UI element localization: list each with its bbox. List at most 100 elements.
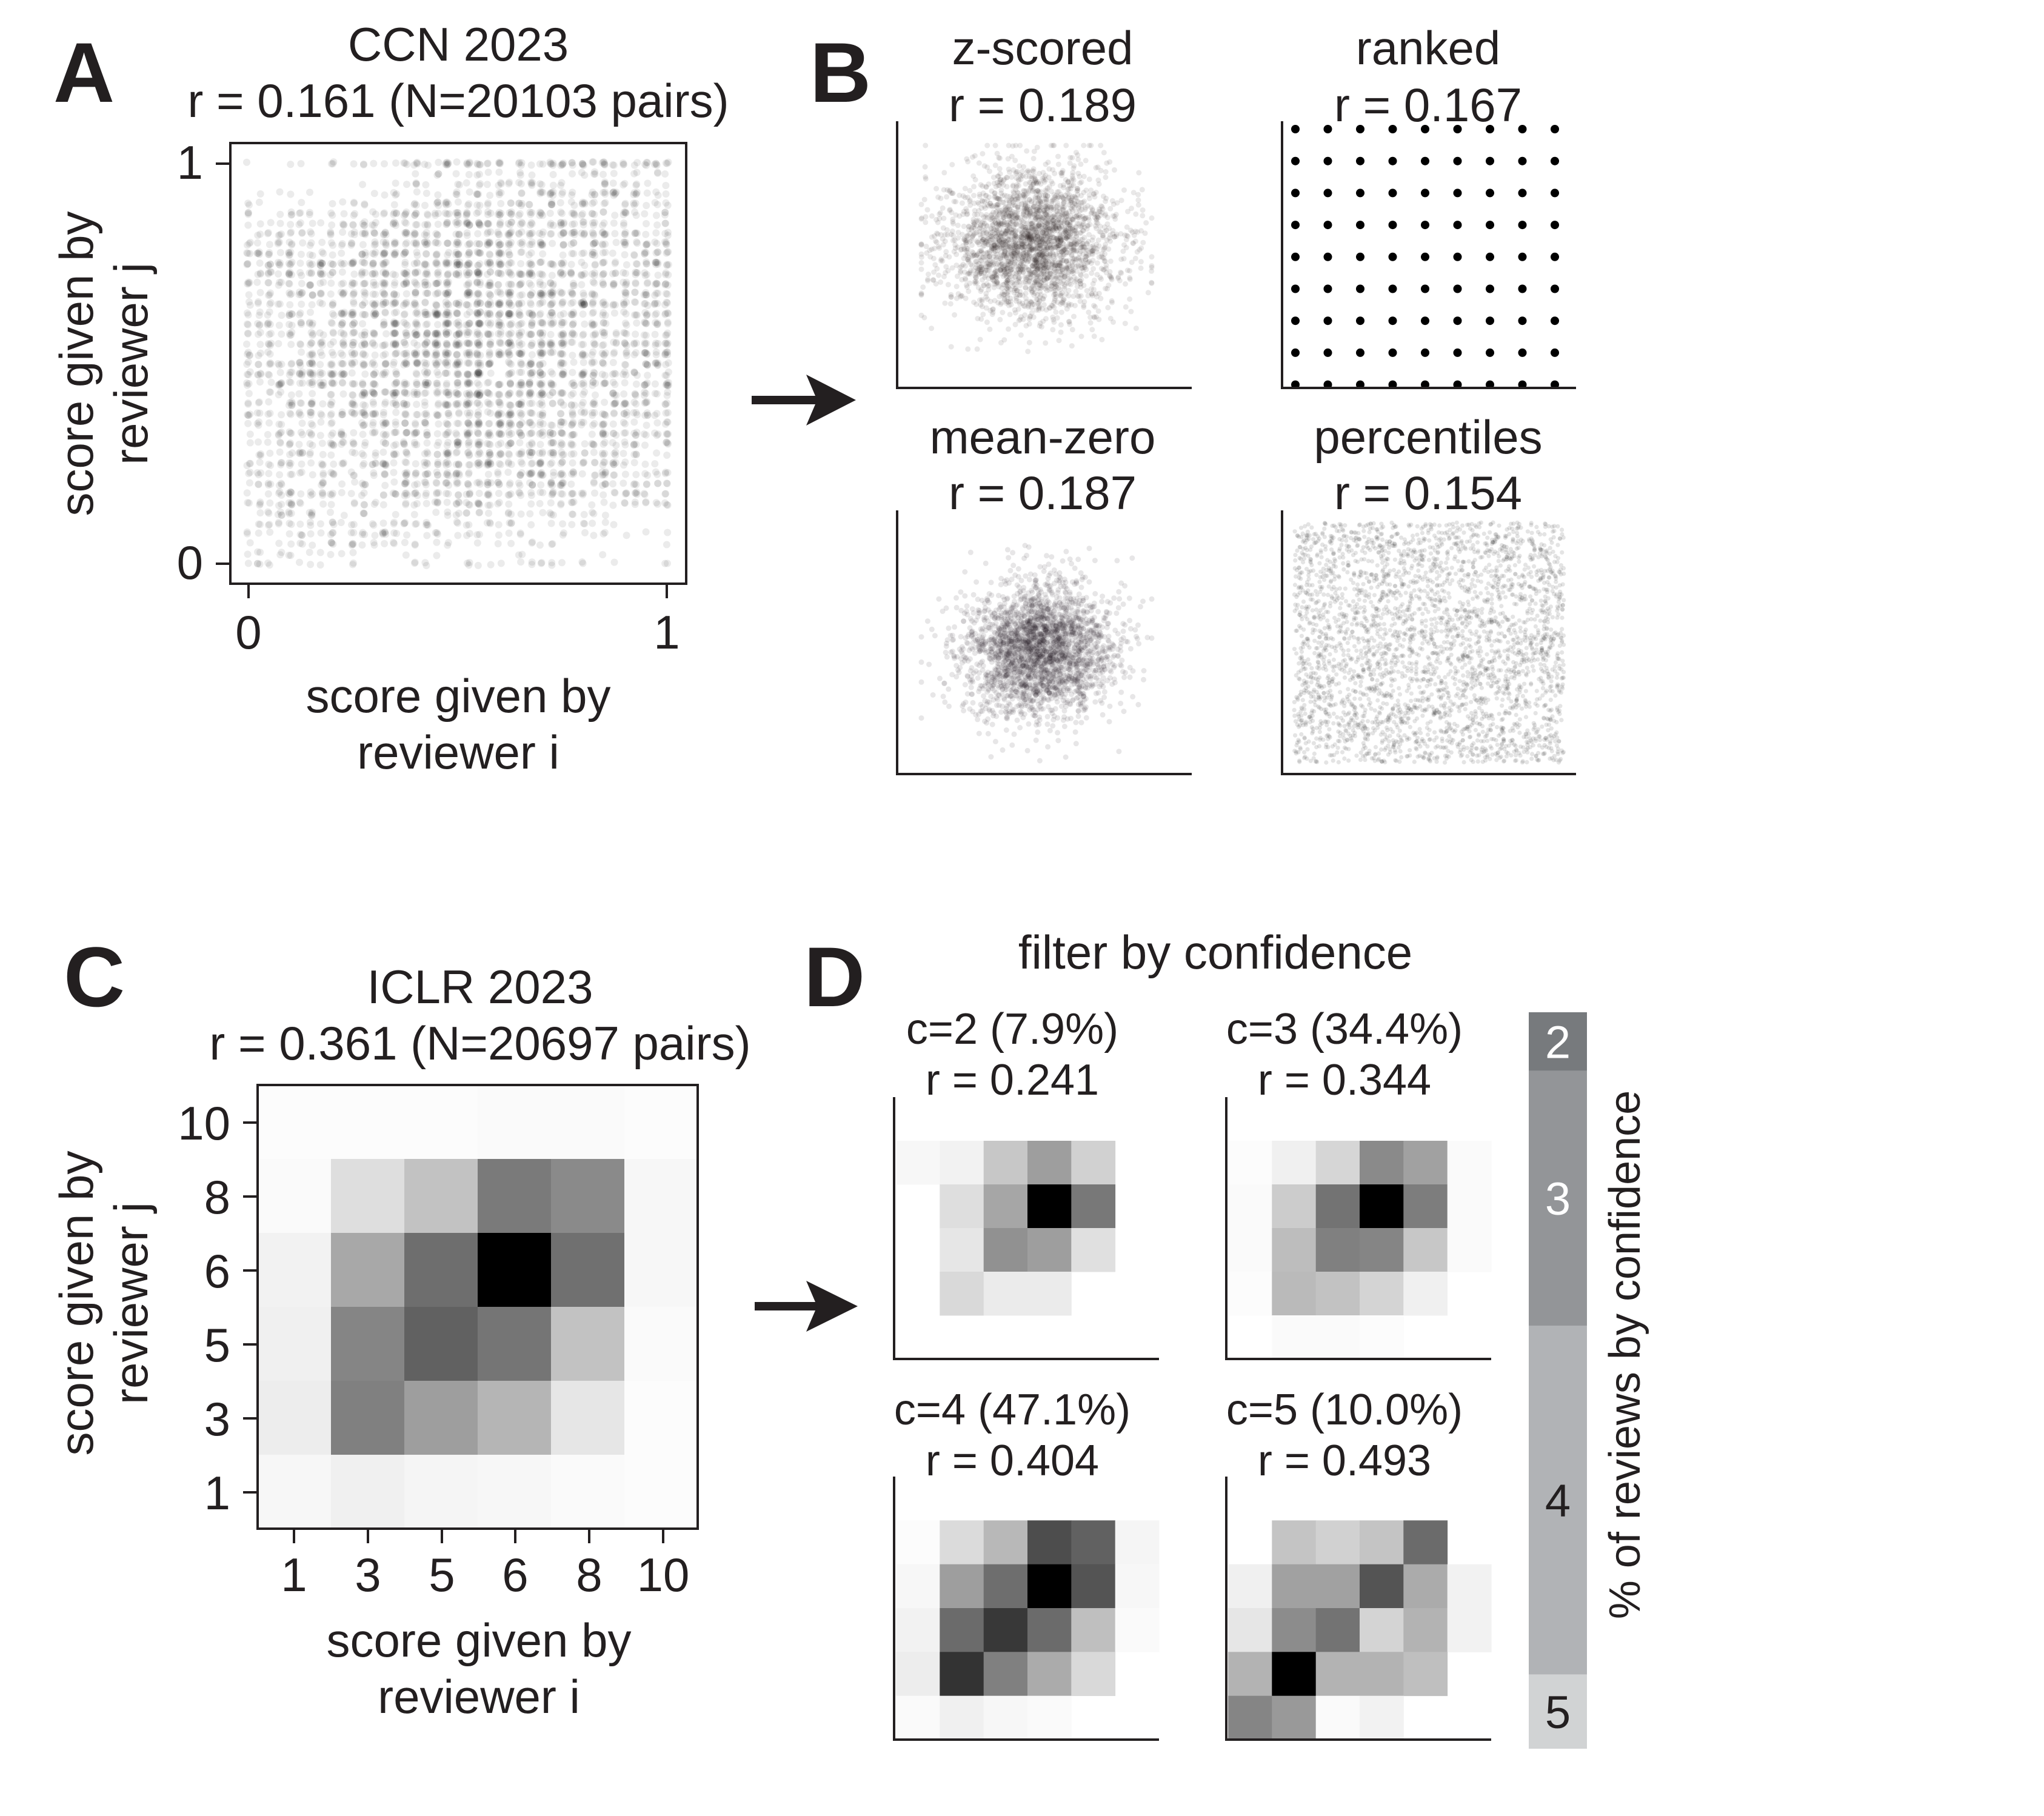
scatter-point bbox=[590, 478, 598, 486]
scatter-point bbox=[422, 381, 430, 389]
scatter-point bbox=[965, 346, 971, 352]
scatter-point bbox=[944, 194, 950, 200]
scatter-point bbox=[295, 291, 303, 298]
scatter-point bbox=[556, 471, 564, 479]
scatter-point bbox=[600, 458, 607, 466]
scatter-point bbox=[351, 478, 359, 486]
scatter-point bbox=[244, 400, 252, 408]
scatter-point bbox=[455, 358, 463, 366]
scatter-point bbox=[319, 500, 327, 508]
scatter-point bbox=[590, 449, 598, 456]
scatter-point bbox=[464, 449, 472, 456]
scatter-point bbox=[390, 358, 398, 366]
scatter-point bbox=[559, 251, 567, 259]
scatter-point bbox=[515, 301, 523, 309]
scatter-point bbox=[518, 319, 526, 327]
scatter-point bbox=[476, 361, 484, 369]
scatter-point bbox=[349, 221, 357, 229]
panel-a-xlabel-1: score given by bbox=[306, 669, 611, 723]
scatter-point bbox=[528, 229, 536, 237]
scatter-point bbox=[298, 540, 306, 548]
scatter-point bbox=[255, 480, 262, 488]
scatter-point bbox=[307, 270, 315, 278]
scatter-point bbox=[516, 489, 524, 497]
scatter-point bbox=[276, 219, 284, 227]
scatter-point bbox=[276, 508, 284, 516]
scatter-point bbox=[267, 378, 275, 386]
scatter-point bbox=[495, 499, 503, 506]
scatter-point bbox=[473, 350, 481, 358]
scatter-point bbox=[475, 369, 483, 376]
scatter-point bbox=[432, 259, 440, 267]
scatter-point bbox=[600, 209, 607, 216]
scatter-point bbox=[559, 451, 567, 458]
scatter-point bbox=[359, 529, 367, 536]
scatter-point bbox=[424, 210, 431, 218]
panel-a-ytick-label-1: 1 bbox=[177, 136, 203, 189]
scatter-point bbox=[349, 540, 357, 548]
scatter-point bbox=[536, 400, 544, 408]
scatter-point bbox=[266, 449, 274, 457]
scatter-point bbox=[662, 182, 670, 189]
scatter-point bbox=[318, 271, 326, 278]
scatter-point bbox=[255, 520, 262, 528]
scatter-point bbox=[651, 429, 659, 437]
scatter-point bbox=[580, 249, 588, 257]
scatter-point bbox=[661, 499, 669, 507]
scatter-point bbox=[265, 470, 273, 478]
scatter-point bbox=[549, 481, 556, 489]
scatter-point bbox=[568, 401, 575, 409]
scatter-point bbox=[620, 370, 627, 378]
scatter-point bbox=[661, 420, 669, 428]
scatter-point bbox=[473, 539, 481, 547]
scatter-point bbox=[255, 298, 262, 305]
scatter-point bbox=[444, 239, 452, 247]
scatter-point bbox=[256, 289, 264, 296]
scatter-point bbox=[361, 299, 369, 307]
panel-a-xlabel-2: reviewer i bbox=[357, 726, 559, 779]
scatter-point bbox=[360, 459, 368, 467]
scatter-point bbox=[473, 460, 481, 467]
scatter-point bbox=[505, 180, 513, 188]
scatter-point bbox=[349, 279, 357, 287]
scatter-point bbox=[421, 398, 429, 406]
scatter-point bbox=[329, 489, 336, 497]
scatter-point bbox=[358, 492, 366, 499]
scatter-point bbox=[297, 160, 305, 167]
scatter-point bbox=[433, 232, 441, 239]
scatter-point bbox=[547, 499, 555, 507]
scatter-point bbox=[485, 389, 492, 397]
scatter-point bbox=[631, 390, 639, 398]
scatter-point bbox=[328, 221, 336, 229]
scatter-point bbox=[516, 350, 524, 358]
scatter-point bbox=[463, 179, 470, 187]
scatter-point bbox=[473, 190, 481, 198]
scatter-point bbox=[484, 221, 492, 229]
scatter-point bbox=[400, 338, 408, 346]
scatter-point bbox=[598, 370, 606, 378]
scatter-point bbox=[536, 418, 544, 426]
scatter-point bbox=[422, 289, 430, 297]
scatter-point bbox=[631, 289, 639, 296]
scatter-point bbox=[515, 400, 523, 408]
scatter-point bbox=[507, 461, 515, 469]
scatter-point bbox=[275, 281, 282, 289]
scatter-point bbox=[550, 469, 558, 476]
scatter-point bbox=[402, 499, 410, 507]
scatter-point bbox=[307, 420, 315, 427]
scatter-point bbox=[515, 299, 523, 307]
scatter-point bbox=[298, 300, 306, 308]
scatter-point bbox=[296, 520, 304, 528]
scatter-point bbox=[652, 341, 660, 349]
scatter-point bbox=[253, 278, 261, 286]
scatter-point bbox=[463, 429, 471, 436]
scatter-point bbox=[1086, 176, 1092, 182]
scatter-point bbox=[507, 210, 515, 218]
scatter-point bbox=[610, 471, 618, 479]
scatter-point bbox=[579, 272, 587, 279]
scatter-point bbox=[433, 368, 441, 376]
scatter-point bbox=[413, 492, 421, 499]
scatter-point bbox=[285, 508, 293, 516]
scatter-point bbox=[455, 470, 463, 478]
scatter-point bbox=[338, 280, 346, 288]
